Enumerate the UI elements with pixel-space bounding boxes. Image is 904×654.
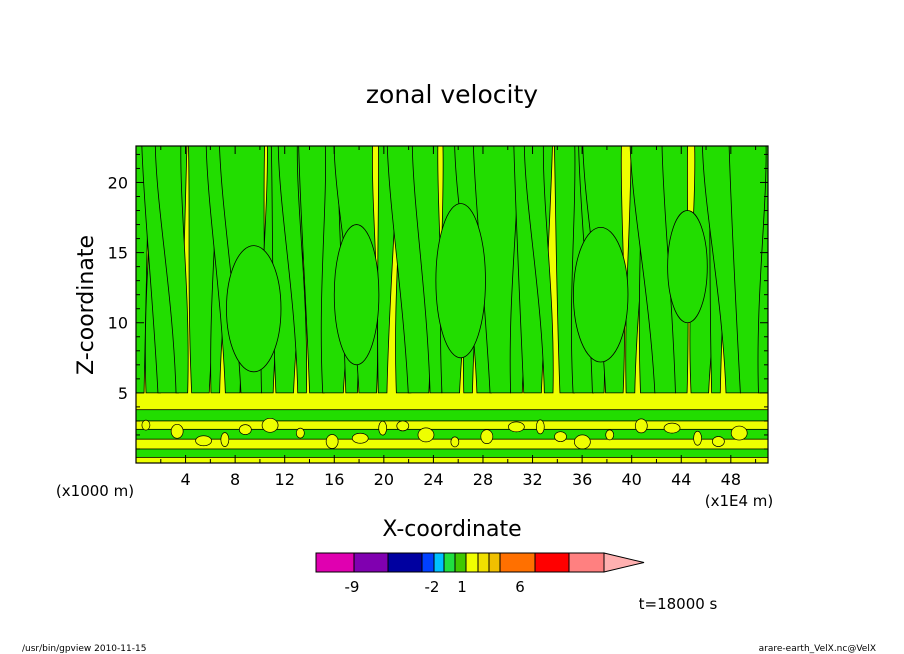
surface-cell bbox=[396, 420, 410, 432]
colorbar-label: 1 bbox=[457, 578, 467, 596]
surface-cell bbox=[535, 419, 545, 435]
plume-patch bbox=[333, 224, 380, 366]
x-tick-label: 40 bbox=[622, 470, 642, 489]
x-tick-label: 32 bbox=[522, 470, 542, 489]
colorbar-segment bbox=[534, 552, 570, 573]
plot-frame bbox=[135, 145, 769, 464]
x-tick-label: 28 bbox=[473, 470, 493, 489]
plume-band bbox=[523, 146, 554, 394]
surface-layer bbox=[136, 448, 768, 458]
time-label: t=18000 s bbox=[639, 595, 718, 613]
x-tick-label: 48 bbox=[721, 470, 741, 489]
surface-layer bbox=[136, 409, 768, 422]
surface-cell bbox=[712, 436, 725, 447]
y-tick-label: 20 bbox=[108, 173, 128, 192]
colorbar-segment bbox=[315, 552, 355, 573]
x-tick-label: 12 bbox=[275, 470, 295, 489]
colorbar-segment bbox=[353, 552, 389, 573]
plume-patch bbox=[435, 203, 486, 359]
surface-cell bbox=[220, 432, 230, 448]
surface-cell bbox=[480, 429, 494, 445]
velocity-plumes bbox=[136, 146, 768, 458]
x-tick-label: 24 bbox=[423, 470, 443, 489]
surface-cell bbox=[693, 430, 702, 446]
colorbar-label: -9 bbox=[345, 578, 360, 596]
chart-title: zonal velocity bbox=[366, 80, 538, 109]
y-tick-label: 10 bbox=[108, 314, 128, 333]
colorbar-segment bbox=[488, 552, 501, 573]
surface-cell bbox=[351, 432, 369, 444]
surface-cell bbox=[634, 418, 648, 434]
colorbar-segment bbox=[568, 552, 605, 573]
surface-cell bbox=[325, 434, 339, 449]
field-area bbox=[136, 146, 768, 463]
surface-cell bbox=[605, 429, 615, 441]
footer-source: arare-earth_VelX.nc@VelX bbox=[759, 644, 876, 654]
y-ticks: 5 10 15 20 bbox=[108, 153, 768, 450]
surface-cell bbox=[450, 436, 460, 448]
surface-cell bbox=[574, 434, 591, 450]
surface-cell bbox=[261, 417, 279, 433]
surface-cell bbox=[554, 431, 567, 443]
colorbar-label: 6 bbox=[515, 578, 525, 596]
x-tick-label: 8 bbox=[230, 470, 240, 489]
plume-band bbox=[757, 146, 768, 394]
x-axis-label: X-coordinate bbox=[382, 517, 521, 542]
plume-band bbox=[154, 146, 189, 394]
surface-cell bbox=[378, 420, 388, 436]
x-unit-label: (x1E4 m) bbox=[705, 492, 774, 510]
colorbar-segment bbox=[443, 552, 456, 573]
colorbar-segment bbox=[454, 552, 467, 573]
y-axis-label: Z-coordinate bbox=[74, 235, 99, 375]
x-tick-label: 44 bbox=[671, 470, 691, 489]
surface-cell bbox=[170, 423, 184, 439]
y-tick-label: 5 bbox=[118, 384, 128, 403]
surface-cell bbox=[295, 427, 305, 439]
surface-cell bbox=[663, 422, 681, 434]
surface-cell bbox=[141, 419, 151, 431]
surface-cell bbox=[508, 421, 525, 433]
surface-cell bbox=[238, 424, 252, 435]
colorbar-segment bbox=[465, 552, 479, 573]
colorbar-label: -2 bbox=[425, 578, 440, 596]
surface-cell bbox=[730, 425, 748, 441]
colorbar-labels: -9 -2 1 6 bbox=[345, 578, 525, 596]
x-tick-label: 16 bbox=[324, 470, 344, 489]
colorbar-segment bbox=[387, 552, 423, 573]
y-unit-label: (x1000 m) bbox=[56, 482, 134, 500]
x-tick-label: 4 bbox=[180, 470, 190, 489]
x-tick-label: 36 bbox=[572, 470, 592, 489]
colorbar-segment bbox=[433, 552, 445, 573]
plume-patch bbox=[573, 226, 629, 363]
colorbar-segment bbox=[477, 552, 490, 573]
footer-program: /usr/bin/gpview 2010-11-15 bbox=[22, 644, 146, 654]
plume-patch bbox=[667, 210, 708, 324]
x-tick-label: 20 bbox=[374, 470, 394, 489]
surface-cell bbox=[417, 427, 435, 443]
colorbar-arrow bbox=[603, 552, 645, 573]
colorbar bbox=[315, 552, 645, 573]
surface-cell bbox=[195, 435, 212, 447]
plume-patch bbox=[226, 245, 282, 373]
colorbar-segment bbox=[499, 552, 536, 573]
x-ticks: 4 8 12 16 20 24 28 32 36 40 44 48 bbox=[160, 146, 757, 489]
colorbar-segment bbox=[421, 552, 435, 573]
plume-band bbox=[277, 146, 308, 394]
y-tick-label: 15 bbox=[108, 244, 128, 263]
